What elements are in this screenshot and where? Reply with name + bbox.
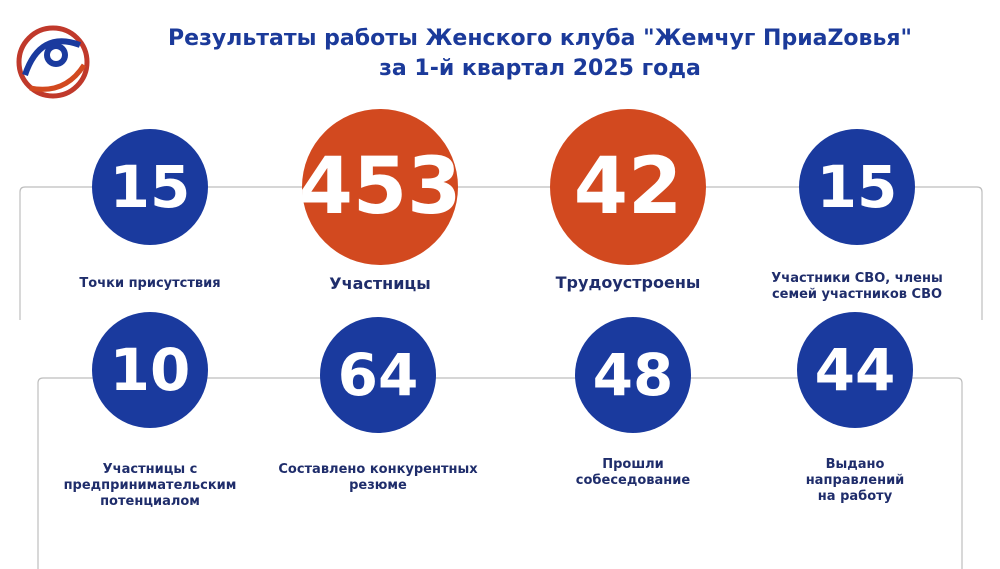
logo bbox=[16, 25, 90, 99]
label-line: Точки присутствия bbox=[79, 276, 221, 291]
label-line: собеседование bbox=[575, 473, 691, 488]
stat-label: Участницы bbox=[280, 274, 480, 294]
label-line: Участники СВО, члены bbox=[771, 271, 943, 286]
stat-label: Составлено конкурентных резюме bbox=[258, 462, 498, 494]
frame-top bbox=[19, 186, 983, 320]
label-line: на работу bbox=[817, 489, 893, 504]
label-line: резюме bbox=[349, 478, 407, 493]
stat-circle: 10 bbox=[92, 312, 208, 428]
label-line: Трудоустроены bbox=[555, 273, 701, 292]
label-line: потенциалом bbox=[100, 494, 200, 509]
label-line: направлений bbox=[805, 473, 905, 488]
stat-label: Точки присутствия bbox=[50, 276, 250, 292]
stat-circle: 42 bbox=[550, 109, 706, 265]
stat-label: Прошли собеседование bbox=[533, 457, 733, 489]
label-line: Прошли bbox=[602, 457, 664, 472]
stat-label: Выдано направлений на работу bbox=[755, 457, 955, 505]
stat-circle: 64 bbox=[320, 317, 436, 433]
stat-circle: 44 bbox=[797, 312, 913, 428]
stat-label: Участницы с предпринимательским потенциало… bbox=[40, 462, 260, 510]
title-line: Результаты работы Женского клуба "Жемчуг… bbox=[168, 26, 912, 51]
title-line: за 1-й квартал 2025 года bbox=[379, 56, 701, 81]
label-line: семей участников СВО bbox=[771, 287, 943, 302]
label-line: Участницы с bbox=[102, 462, 198, 477]
stat-circle: 15 bbox=[92, 129, 208, 245]
frame-bottom bbox=[37, 377, 963, 569]
label-line: Выдано bbox=[825, 457, 885, 472]
label-line: Составлено конкурентных bbox=[278, 462, 478, 477]
stat-label: Трудоустроены bbox=[518, 273, 738, 293]
stat-circle: 453 bbox=[299, 109, 461, 265]
stat-circle: 15 bbox=[799, 129, 915, 245]
stat-label: Участники СВО, члены семей участников СВО bbox=[747, 271, 967, 303]
label-line: Участницы bbox=[329, 274, 431, 293]
label-line: предпринимательским bbox=[63, 478, 237, 493]
stat-circle: 48 bbox=[575, 317, 691, 433]
